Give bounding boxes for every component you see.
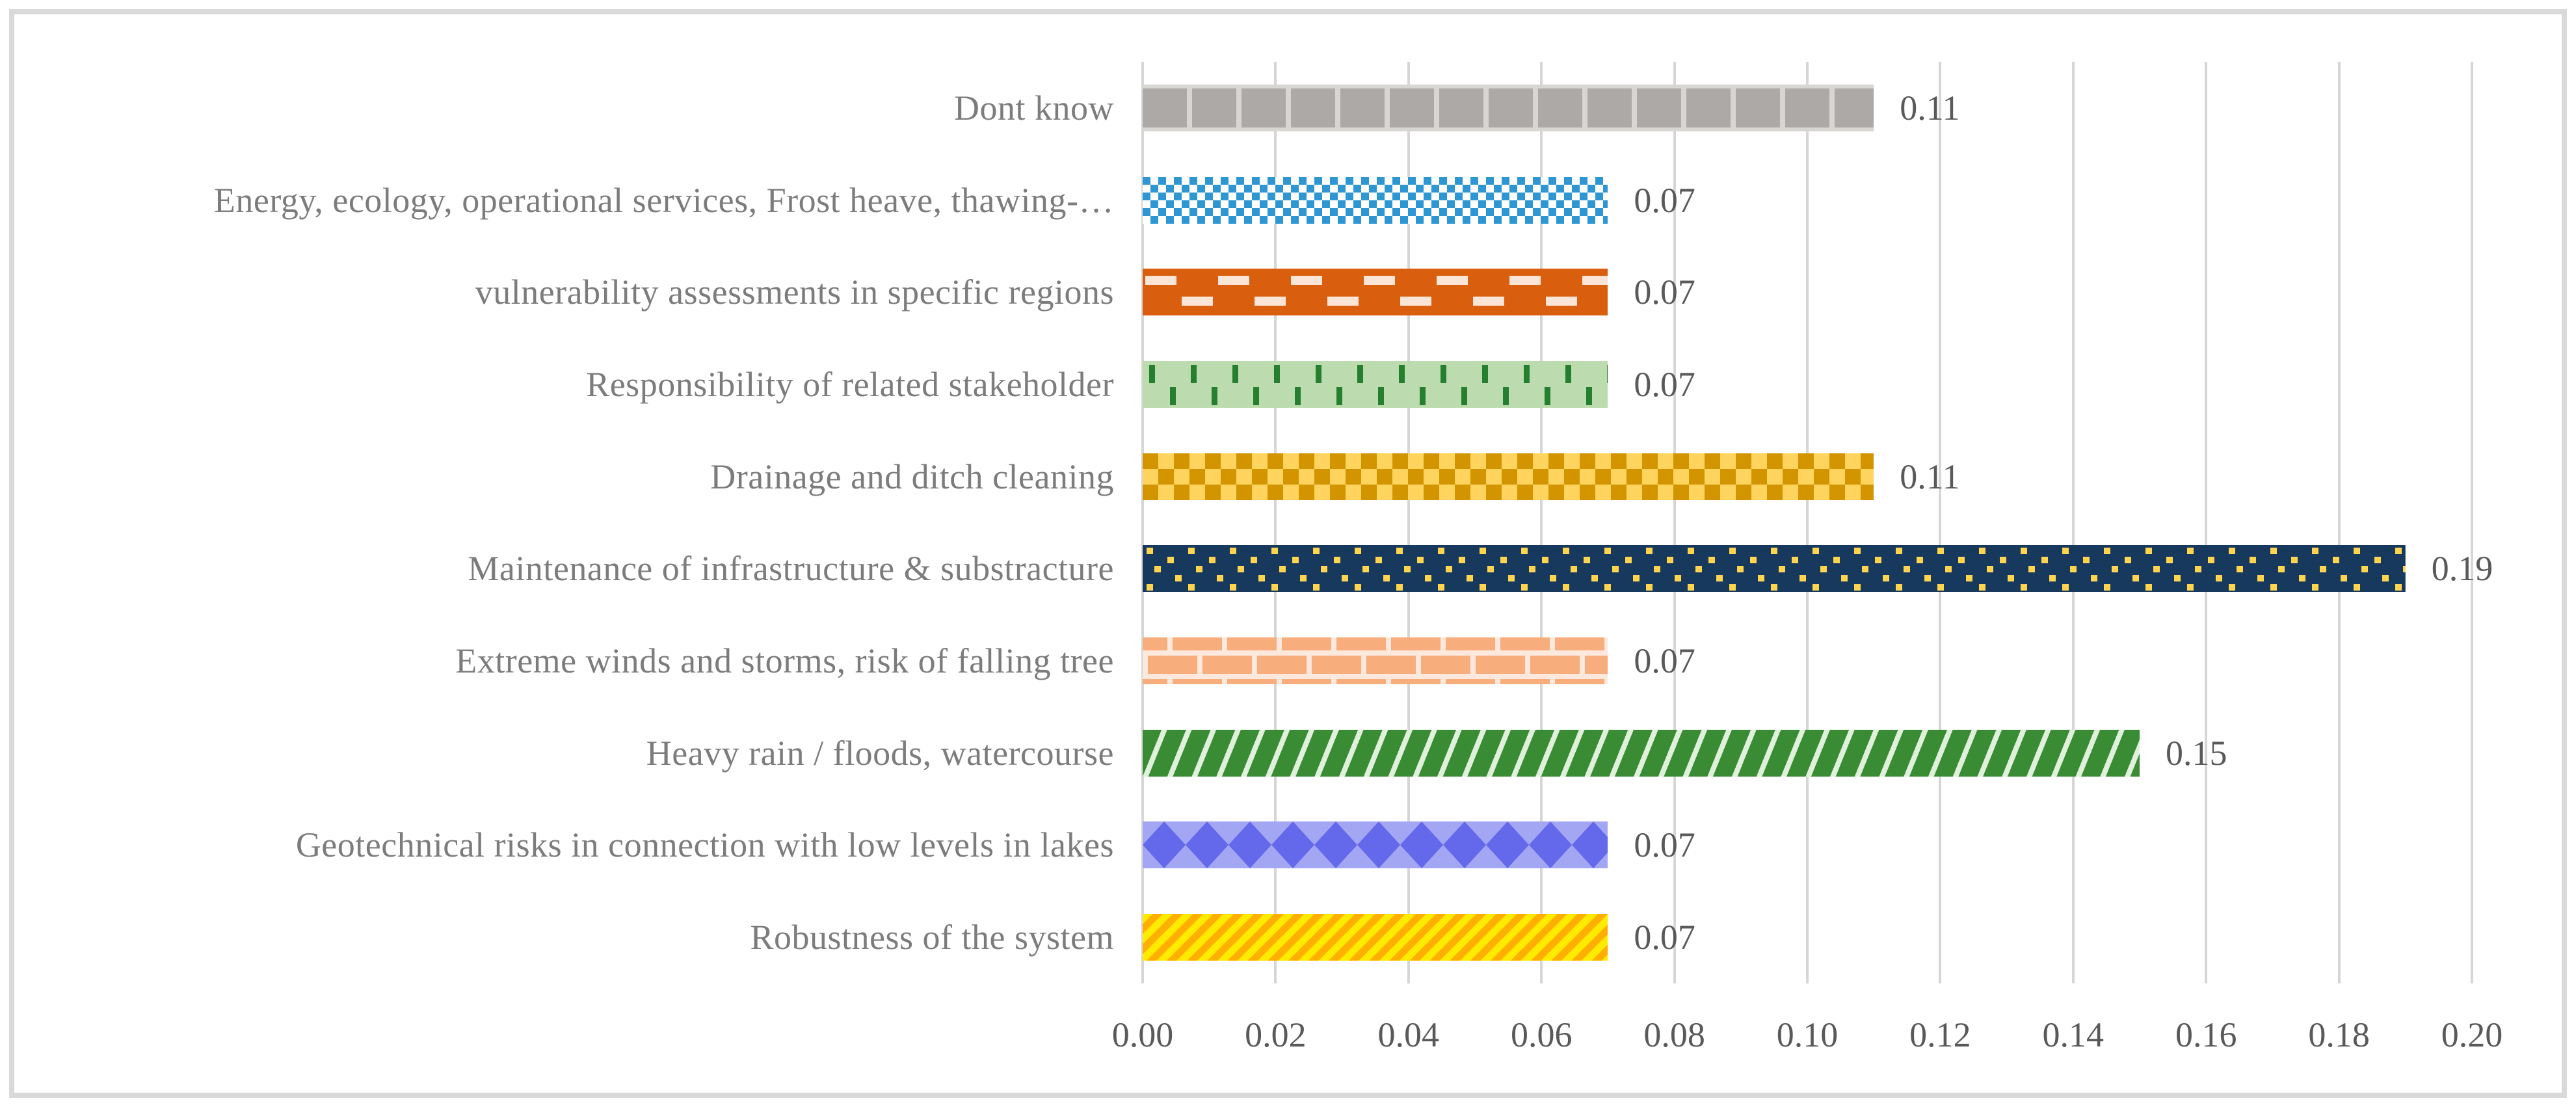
gridline [2337, 62, 2341, 983]
category-label: Robustness of the system [750, 918, 1114, 957]
category-label: vulnerability assessments in specific re… [475, 273, 1114, 312]
value-label: 0.11 [1900, 88, 1960, 127]
bar-pattern-svg [1143, 821, 1608, 869]
x-axis-tick-label: 0.12 [1909, 1015, 1971, 1054]
value-label: 0.07 [1634, 364, 1695, 404]
value-label: 0.19 [2431, 549, 2493, 589]
x-axis-tick-label: 0.04 [1377, 1015, 1440, 1054]
category-labels: Dont know Energy, ecology, operational se… [14, 62, 1128, 983]
plot-area: 0.11 0.07 0.07 0.07 0.11 0.19 0.07 0.15 0.07 0.07 [1141, 62, 2493, 983]
value-label: 0.15 [2166, 733, 2227, 773]
x-axis-tick-label: 0.20 [2441, 1015, 2503, 1054]
bar-pattern-svg [1143, 453, 1874, 500]
x-axis-tick-label: 0.10 [1776, 1015, 1839, 1054]
bar-pattern-svg [1143, 545, 2406, 593]
value-label: 0.11 [1900, 457, 1960, 496]
x-axis-tick-label: 0.02 [1245, 1015, 1307, 1054]
category-label: Energy, ecology, operational services, F… [213, 180, 1114, 220]
category-label: Dont know [954, 88, 1114, 127]
bar [1143, 821, 1608, 869]
bar [1143, 453, 1874, 500]
bar [1143, 84, 1874, 131]
bar-pattern-svg [1143, 360, 1608, 408]
gridline [1407, 62, 1410, 983]
value-label: 0.07 [1634, 825, 1695, 865]
x-axis-tick-label: 0.16 [2175, 1015, 2237, 1054]
bar [1143, 176, 1608, 224]
x-axis-tick-label: 0.14 [2042, 1015, 2105, 1054]
category-label: Maintenance of infrastructure & substrac… [468, 549, 1114, 589]
x-axis: 0.00 0.02 0.04 0.06 0.08 0.10 0.12 0.14 0.16 0.18… [1112, 1003, 2503, 1061]
x-axis-tick-label: 0.00 [1111, 1015, 1174, 1054]
value-label: 0.07 [1634, 273, 1695, 312]
bar [1143, 269, 1608, 316]
category-label: Heavy rain / floods, watercourse [646, 733, 1114, 773]
chart-border: Dont know Energy, ecology, operational se… [9, 9, 2567, 1098]
bar-pattern-svg [1143, 176, 1608, 224]
category-label: Extreme winds and storms, risk of fallin… [455, 641, 1114, 681]
x-axis-tick-label: 0.18 [2308, 1015, 2370, 1054]
bar [1143, 637, 1608, 685]
bar-pattern-svg [1143, 84, 1874, 131]
bar [1143, 360, 1608, 408]
bar-pattern-svg [1143, 269, 1608, 316]
x-axis-tick-label: 0.06 [1510, 1015, 1573, 1054]
gridline [2471, 62, 2473, 983]
bar [1143, 729, 2140, 777]
gridline [1806, 62, 1809, 983]
bar [1143, 914, 1608, 961]
gridline [1274, 62, 1277, 983]
category-label: Drainage and ditch cleaning [710, 457, 1114, 496]
gridline [1141, 62, 1144, 983]
value-label: 0.07 [1634, 180, 1695, 220]
value-label: 0.07 [1634, 918, 1695, 957]
gridline [2071, 62, 2075, 983]
gridline [2205, 62, 2208, 983]
gridline [1673, 62, 1676, 983]
category-label: Geotechnical risks in connection with lo… [295, 825, 1114, 865]
value-label: 0.07 [1634, 641, 1695, 681]
x-axis-tick-label: 0.08 [1643, 1015, 1705, 1054]
bar [1143, 545, 2406, 593]
bar-pattern-svg [1143, 637, 1608, 685]
gridline [1540, 62, 1543, 983]
gridline [1939, 62, 1942, 983]
category-label: Responsibility of related stakeholder [586, 364, 1114, 404]
